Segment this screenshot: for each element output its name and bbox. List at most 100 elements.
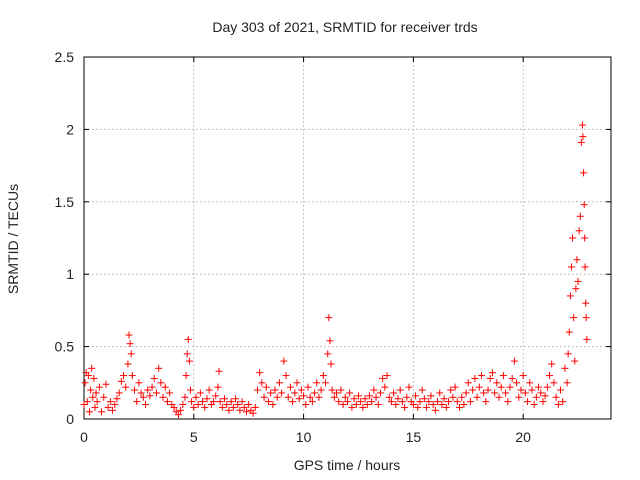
data-point xyxy=(90,374,98,382)
data-point xyxy=(460,401,468,409)
data-point xyxy=(161,383,169,391)
data-point xyxy=(361,395,369,403)
data-point xyxy=(127,350,135,358)
data-point xyxy=(196,389,204,397)
data-point xyxy=(133,398,141,406)
data-point xyxy=(350,395,358,403)
data-point xyxy=(372,393,380,401)
data-point xyxy=(365,392,373,400)
data-point xyxy=(215,367,223,375)
data-point xyxy=(561,364,569,372)
data-point xyxy=(570,314,578,322)
data-point xyxy=(344,398,351,406)
data-point xyxy=(275,379,283,387)
data-point xyxy=(111,401,119,409)
y-tick-label: 1 xyxy=(66,266,74,282)
data-point xyxy=(440,395,448,403)
data-point xyxy=(286,383,294,391)
data-point xyxy=(264,398,272,406)
data-point xyxy=(212,392,220,400)
data-point xyxy=(234,401,242,409)
data-point xyxy=(271,386,279,394)
data-point xyxy=(87,386,95,394)
data-point xyxy=(93,398,101,406)
data-point xyxy=(159,393,167,401)
y-tick-label: 0.5 xyxy=(55,339,75,355)
data-point xyxy=(578,121,586,129)
data-point xyxy=(300,392,308,400)
data-point xyxy=(135,379,143,387)
data-point xyxy=(186,386,194,394)
data-point xyxy=(92,389,100,397)
data-point xyxy=(95,383,103,391)
data-point xyxy=(535,383,543,391)
data-point xyxy=(569,234,577,242)
data-point xyxy=(556,386,564,394)
data-point xyxy=(163,398,171,406)
data-point xyxy=(566,292,574,300)
data-point xyxy=(120,372,128,380)
x-tick-label: 10 xyxy=(296,429,312,445)
data-point xyxy=(471,374,479,382)
y-tick-label: 0 xyxy=(66,411,74,427)
data-point xyxy=(563,379,571,387)
data-point xyxy=(575,227,583,235)
data-point xyxy=(205,386,213,394)
data-point xyxy=(291,389,299,397)
data-point xyxy=(113,395,121,403)
data-point xyxy=(412,392,420,400)
data-point xyxy=(150,374,158,382)
data-point xyxy=(398,398,406,406)
data-point xyxy=(582,314,590,322)
data-point xyxy=(337,386,345,394)
data-point xyxy=(328,386,336,394)
data-point xyxy=(499,372,507,380)
data-point xyxy=(249,409,257,417)
data-point xyxy=(238,398,246,406)
data-point xyxy=(449,393,457,401)
data-point xyxy=(258,379,266,387)
data-point xyxy=(251,403,259,411)
data-point xyxy=(546,372,554,380)
data-point xyxy=(576,212,584,220)
data-point xyxy=(278,389,286,397)
data-point xyxy=(346,389,354,397)
data-point xyxy=(491,389,499,397)
data-point xyxy=(170,403,178,411)
y-tick-label: 1.5 xyxy=(55,194,75,210)
data-point xyxy=(401,403,409,411)
data-point xyxy=(284,393,292,401)
data-point xyxy=(502,389,510,397)
grid-lines xyxy=(84,57,611,419)
data-point xyxy=(100,393,108,401)
data-point xyxy=(188,398,196,406)
data-point xyxy=(541,392,549,400)
data-point xyxy=(530,401,538,409)
data-point xyxy=(565,328,573,336)
data-point xyxy=(245,401,253,409)
data-point xyxy=(242,408,250,416)
x-tick-label: 15 xyxy=(406,429,422,445)
data-point xyxy=(201,403,209,411)
data-point xyxy=(508,374,516,382)
data-point xyxy=(392,401,400,409)
data-point xyxy=(282,372,290,380)
data-point xyxy=(414,403,422,411)
data-point xyxy=(577,138,585,146)
data-point xyxy=(88,364,96,372)
data-point xyxy=(181,393,189,401)
data-point xyxy=(504,398,512,406)
data-point xyxy=(376,389,384,397)
data-point xyxy=(420,395,428,403)
data-point xyxy=(390,389,398,397)
data-point xyxy=(515,393,523,401)
data-point xyxy=(84,372,92,380)
data-point xyxy=(240,403,248,411)
chart-title: Day 303 of 2021, SRMTID for receiver trd… xyxy=(212,19,477,35)
data-points xyxy=(80,121,591,419)
data-point xyxy=(104,403,112,411)
data-point xyxy=(379,374,387,382)
axis-ticks: 0 5 10 15 20 0 0.5 1 1.5 2 2.5 xyxy=(55,49,611,445)
data-point xyxy=(302,401,310,409)
